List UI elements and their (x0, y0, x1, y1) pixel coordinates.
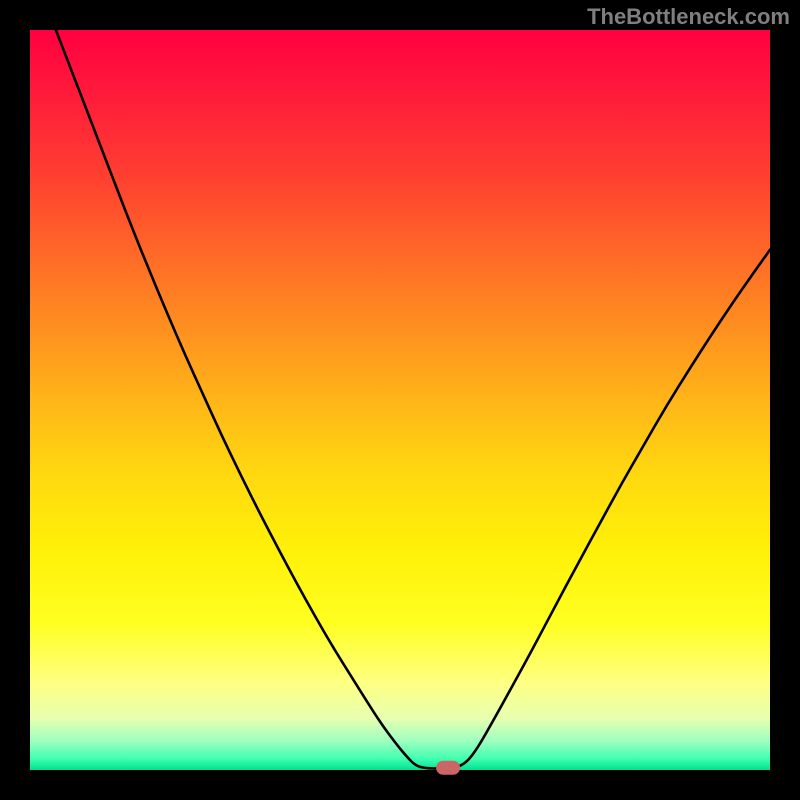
bottleneck-chart (0, 0, 800, 800)
watermark-label: TheBottleneck.com (587, 4, 790, 30)
plot-area (30, 30, 770, 770)
valley-marker (436, 761, 460, 775)
chart-container: TheBottleneck.com (0, 0, 800, 800)
